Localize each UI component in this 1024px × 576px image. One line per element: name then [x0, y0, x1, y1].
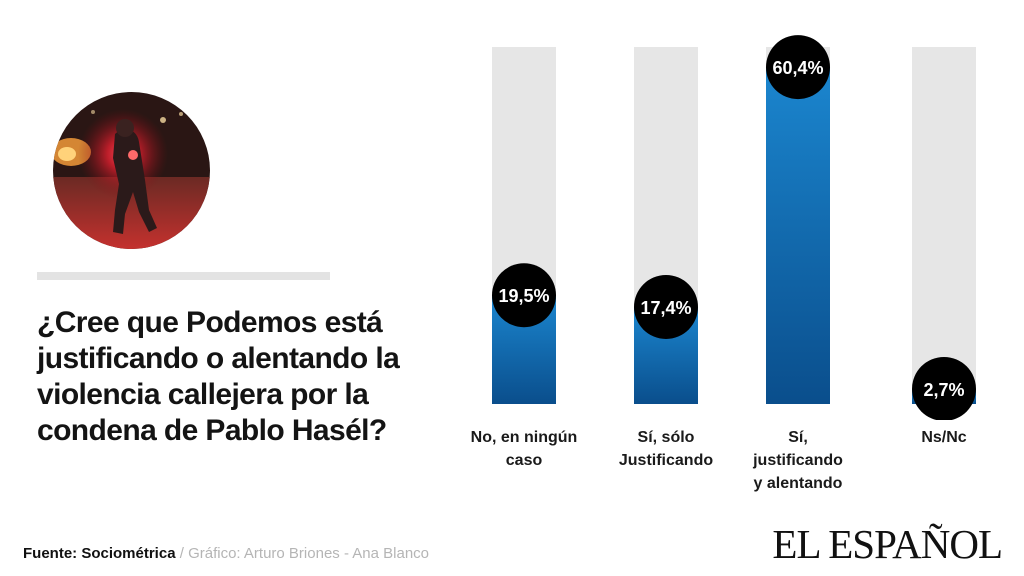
chart-question-title: ¿Cree que Podemos está justificando o al…: [37, 305, 437, 449]
category-label-line: Justificando: [618, 452, 714, 469]
value-bubble: [492, 263, 556, 328]
question-line: violencia callejera por la: [37, 378, 369, 411]
question-line: justificando o alentando la: [37, 342, 400, 375]
title-divider: [37, 272, 330, 280]
category-label-line: Ns/Nc: [921, 429, 967, 446]
category-label-line: No, en ningún: [470, 429, 578, 446]
data-label: 17,4%: [640, 298, 691, 318]
category-label: No, en ningún caso: [449, 426, 599, 472]
category-label-line: Sí, sólo: [637, 429, 695, 446]
value-bubble: [634, 274, 698, 339]
data-label: 60,4%: [772, 58, 823, 78]
value-bubble: [766, 35, 830, 100]
graphic-credit: Gráfico: Arturo Briones - Ana Blanco: [188, 545, 430, 562]
category-label: Sí, justificando y alentando: [723, 426, 873, 495]
category-label: Ns/Nc: [869, 426, 1019, 449]
bar: [766, 67, 830, 405]
question-line: ¿Cree que Podemos está: [37, 306, 383, 339]
bar-chart: 19,5% 17,4% 60,4% 2,7% No, en ningún caso Sí,…: [440, 0, 1024, 500]
data-label: 2,7%: [923, 380, 964, 400]
source-separator: /: [175, 545, 189, 562]
category-label-line: justificando: [753, 452, 843, 469]
source-line: Fuente: Sociométrica / Gráfico: Arturo B…: [23, 545, 429, 562]
source-label: Fuente: Sociométrica: [23, 545, 176, 562]
data-label: 19,5%: [498, 286, 549, 306]
el-espanol-logo: EL ESPAÑOL: [772, 521, 1003, 567]
bar-track: [912, 47, 976, 404]
question-line: condena de Pablo Hasél?: [37, 414, 387, 447]
category-label-line: Sí,: [788, 429, 808, 446]
news-photo: [53, 92, 210, 249]
category-label-line: y alentando: [753, 475, 843, 492]
category-label-line: caso: [505, 452, 543, 469]
value-bubble: [912, 356, 976, 420]
category-label: Sí, sólo Justificando: [591, 426, 741, 472]
bar-chart-plot: 19,5% 17,4% 60,4% 2,7%: [492, 35, 976, 420]
